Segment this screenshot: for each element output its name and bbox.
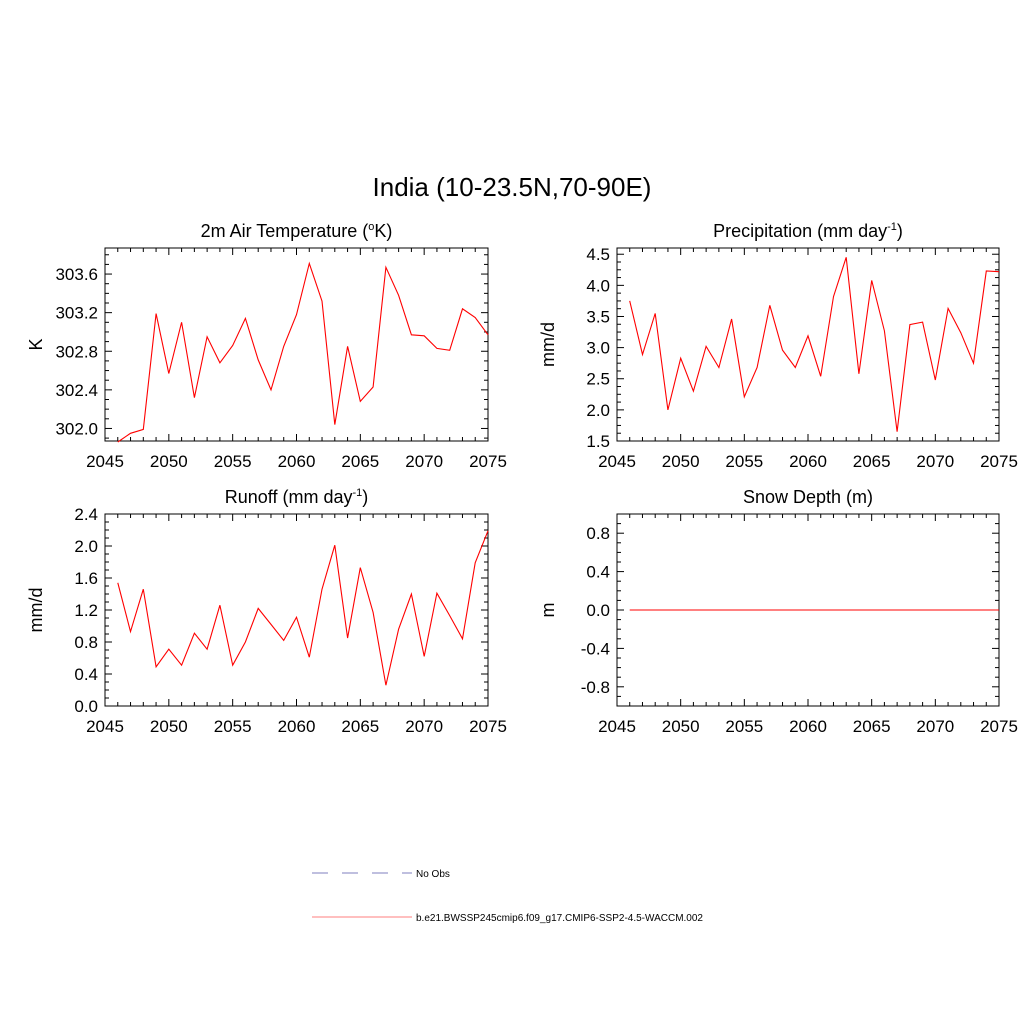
- air-temperature-xtick-label: 2045: [86, 452, 124, 471]
- air-temperature-ytick-label: 302.8: [55, 342, 98, 361]
- snow-depth-xtick-label: 2055: [725, 717, 763, 736]
- panel-snow-depth: Snow Depth (m) 2045 2050 2055 2060 2065 2070 20…: [538, 487, 1018, 736]
- snow-depth-title: Snow Depth (m): [743, 487, 873, 507]
- runoff-ytick-label: 1.6: [74, 569, 98, 588]
- air-temperature-ylabel: K: [26, 338, 46, 350]
- runoff-xtick-label: 2060: [278, 717, 316, 736]
- runoff-title: Runoff (mm day-1): [225, 487, 369, 507]
- runoff-xtick-label: 2055: [214, 717, 252, 736]
- runoff-ytick-label: 0.8: [74, 633, 98, 652]
- precipitation-xtick-label: 2055: [725, 452, 763, 471]
- precipitation-xtick-label: 2060: [789, 452, 827, 471]
- snow-depth-xtick-label: 2045: [598, 717, 636, 736]
- runoff-title-superscript: -1: [352, 487, 362, 499]
- air-temperature-ytick-label: 303.2: [55, 304, 98, 323]
- precipitation-title-main: Precipitation (mm day: [713, 221, 887, 241]
- air-temperature-title-tail: K): [374, 221, 392, 241]
- precipitation-xtick-label: 2045: [598, 452, 636, 471]
- air-temperature-title: 2m Air Temperature (oK): [201, 221, 393, 241]
- runoff-ytick-label: 2.4: [74, 505, 98, 524]
- runoff-ytick-label: 0.0: [74, 697, 98, 716]
- precipitation-xtick-label: 2050: [662, 452, 700, 471]
- legend-model-label: b.e21.BWSSP245cmip6.f09_g17.CMIP6-SSP2-4…: [416, 913, 703, 924]
- runoff-ytick-label: 0.4: [74, 665, 98, 684]
- air-temperature-series-line: [117, 261, 489, 443]
- snow-depth-ylabel: m: [538, 603, 558, 618]
- snow-depth-xtick-label: 2050: [662, 717, 700, 736]
- precipitation-xtick-label: 2070: [916, 452, 954, 471]
- air-temperature-ytick-label: 303.6: [55, 265, 98, 284]
- snow-depth-title-main: Snow Depth (m): [743, 487, 873, 507]
- runoff-plot-frame: [104, 513, 489, 707]
- air-temperature-xtick-label: 2065: [341, 452, 379, 471]
- air-temperature-title-superscript: o: [368, 221, 374, 233]
- precipitation-ytick-label: 4.0: [586, 276, 610, 295]
- runoff-xtick-label: 2075: [469, 717, 507, 736]
- air-temperature-xtick-label: 2055: [214, 452, 252, 471]
- precipitation-ytick-label: 3.5: [586, 307, 610, 326]
- snow-depth-xtick-label: 2075: [980, 717, 1018, 736]
- precipitation-xtick-label: 2075: [980, 452, 1018, 471]
- legend-no-obs-label: No Obs: [416, 869, 450, 880]
- snow-depth-xtick-label: 2065: [853, 717, 891, 736]
- snow-depth-ytick-label: 0.8: [586, 524, 610, 543]
- runoff-xtick-label: 2045: [86, 717, 124, 736]
- panel-precipitation: Precipitation (mm day-1) 2045 2050 2055 2060…: [538, 221, 1018, 471]
- runoff-xtick-label: 2070: [405, 717, 443, 736]
- precipitation-ytick-label: 3.0: [586, 339, 610, 358]
- runoff-ylabel: mm/d: [26, 588, 46, 633]
- panel-air-temperature: 2m Air Temperature (oK) 2045 2050 2055 2060 2…: [26, 221, 507, 471]
- precipitation-ylabel: mm/d: [538, 322, 558, 367]
- precipitation-ytick-label: 1.5: [586, 432, 610, 451]
- snow-depth-ytick-label: 0.4: [586, 563, 610, 582]
- runoff-ytick-label: 2.0: [74, 537, 98, 556]
- snow-depth-ytick-label: -0.4: [581, 639, 610, 658]
- snow-depth-ytick-label: 0.0: [586, 601, 610, 620]
- air-temperature-ytick-label: 302.0: [55, 419, 98, 438]
- precipitation-ytick-label: 4.5: [586, 245, 610, 264]
- precipitation-ytick-label: 2.5: [586, 370, 610, 389]
- air-temperature-ytick-label: 302.4: [55, 381, 98, 400]
- precipitation-title-tail: ): [897, 221, 903, 241]
- runoff-xtick-label: 2065: [341, 717, 379, 736]
- precipitation-series-line: [629, 257, 1000, 432]
- runoff-title-tail: ): [362, 487, 368, 507]
- precipitation-title: Precipitation (mm day-1): [713, 221, 903, 241]
- air-temperature-xtick-label: 2070: [405, 452, 443, 471]
- precipitation-ytick-label: 2.0: [586, 401, 610, 420]
- runoff-ytick-label: 1.2: [74, 601, 98, 620]
- precipitation-title-superscript: -1: [887, 221, 897, 233]
- panel-runoff: Runoff (mm day-1) 2045 2050 2055 2060 2065 207…: [26, 487, 507, 736]
- snow-depth-xtick-label: 2070: [916, 717, 954, 736]
- air-temperature-xtick-label: 2075: [469, 452, 507, 471]
- snow-depth-xtick-label: 2060: [789, 717, 827, 736]
- runoff-title-main: Runoff (mm day: [225, 487, 353, 507]
- figure-title: India (10-23.5N,70-90E): [373, 172, 652, 202]
- air-temperature-title-main: 2m Air Temperature (: [201, 221, 369, 241]
- snow-depth-ytick-label: -0.8: [581, 678, 610, 697]
- air-temperature-xtick-label: 2050: [150, 452, 188, 471]
- air-temperature-xtick-label: 2060: [278, 452, 316, 471]
- runoff-series-line: [117, 530, 489, 686]
- precipitation-xtick-label: 2065: [853, 452, 891, 471]
- runoff-xtick-label: 2050: [150, 717, 188, 736]
- legend: No Obs b.e21.BWSSP245cmip6.f09_g17.CMIP6…: [312, 869, 703, 924]
